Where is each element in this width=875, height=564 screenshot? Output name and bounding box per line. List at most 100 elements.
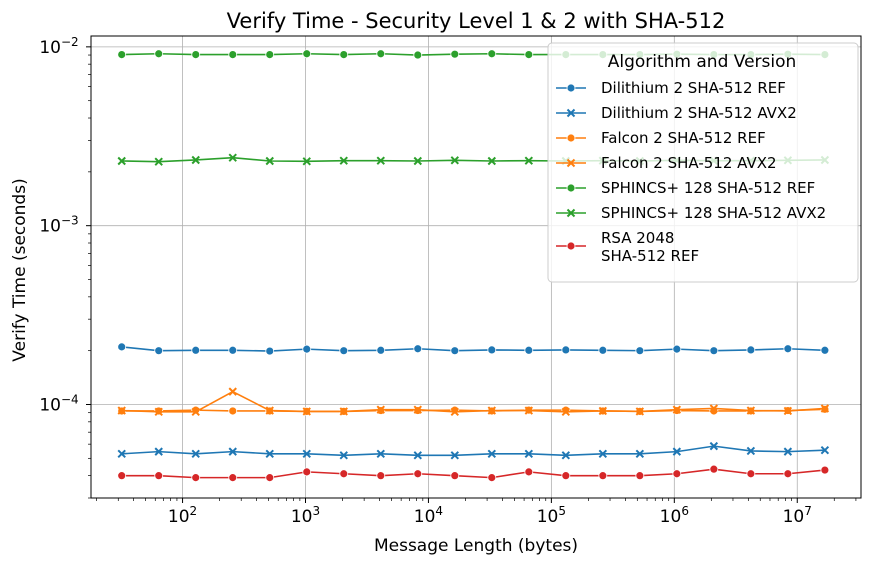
data-point — [598, 406, 608, 416]
data-point — [302, 49, 312, 59]
data-point — [783, 406, 793, 416]
series-3 — [117, 387, 830, 417]
y-tick-label: 10−3 — [39, 214, 78, 237]
data-point — [709, 404, 719, 413]
data-point — [820, 345, 830, 355]
data-point — [339, 469, 349, 479]
data-point — [191, 345, 201, 355]
data-point — [376, 449, 385, 459]
data-point — [783, 344, 793, 354]
legend-box — [547, 42, 859, 283]
data-point — [524, 345, 534, 355]
data-point — [376, 49, 386, 59]
data-point — [413, 156, 422, 166]
data-point — [413, 344, 423, 354]
data-point — [746, 469, 756, 479]
data-point — [265, 449, 274, 459]
series-6 — [117, 464, 830, 483]
data-point — [413, 50, 423, 60]
y-tick-label: 10−4 — [39, 392, 78, 415]
data-point — [450, 407, 460, 417]
data-point — [709, 464, 719, 474]
legend-marker — [566, 183, 576, 193]
data-point — [154, 157, 163, 166]
data-point — [450, 471, 460, 481]
data-point — [154, 407, 163, 417]
data-point — [228, 345, 238, 355]
data-point — [154, 447, 163, 456]
series-line — [121, 346, 825, 352]
legend-marker — [566, 158, 576, 168]
data-point — [450, 49, 460, 59]
legend-label: Falcon 2 SHA-512 AVX2 — [601, 154, 777, 172]
data-point — [339, 346, 349, 356]
data-point — [117, 449, 126, 459]
x-tick-label: 106 — [660, 504, 689, 527]
data-point — [117, 156, 126, 166]
axis-ticks: 102 103 104 105 106 107 10−4 10−3 10−2 — [39, 35, 857, 527]
data-point — [117, 50, 127, 60]
series-line — [121, 468, 825, 479]
data-point — [228, 387, 237, 396]
data-point — [376, 156, 385, 165]
data-point — [339, 451, 348, 460]
data-point — [265, 156, 274, 166]
data-point — [672, 447, 682, 456]
data-point — [487, 49, 497, 59]
data-point — [524, 406, 534, 415]
legend-label: Falcon 2 SHA-512 REF — [601, 129, 766, 147]
legend-entry-1: Dilithium 2 SHA-512 AVX2 — [556, 104, 797, 122]
legend-marker — [566, 83, 576, 93]
legend-entry-5: SPHINCS+ 128 SHA-512 AVX2 — [556, 204, 826, 222]
data-point — [339, 156, 348, 165]
legend-marker — [566, 133, 576, 143]
data-point — [413, 405, 422, 414]
data-point — [598, 471, 608, 481]
series-2 — [117, 404, 830, 416]
data-point — [191, 449, 200, 459]
data-point — [302, 449, 311, 459]
data-point — [561, 407, 571, 417]
data-point — [302, 157, 311, 166]
data-point — [191, 50, 201, 60]
data-point — [302, 344, 312, 354]
data-point — [117, 471, 127, 481]
data-point — [376, 405, 385, 414]
data-point — [191, 473, 201, 483]
data-point — [450, 346, 460, 356]
legend-label: SPHINCS+ 128 SHA-512 REF — [601, 179, 815, 197]
data-point — [154, 471, 164, 481]
data-point — [191, 407, 200, 417]
data-point — [820, 465, 830, 475]
data-point — [413, 451, 422, 460]
data-point — [413, 469, 423, 479]
data-point — [487, 345, 497, 355]
data-point — [783, 469, 793, 479]
data-point — [450, 156, 460, 165]
data-point — [635, 346, 645, 356]
y-tick-label: 10−2 — [39, 35, 78, 58]
data-point — [672, 405, 682, 414]
data-point — [228, 50, 238, 60]
data-point — [635, 407, 645, 416]
chart-title: Verify Time - Security Level 1 & 2 with … — [227, 9, 726, 33]
x-tick-label: 104 — [414, 504, 443, 527]
x-tick-label: 105 — [537, 504, 566, 527]
legend-marker — [566, 108, 576, 118]
legend-entries: Dilithium 2 SHA-512 REF Dilithium 2 SHA-5… — [556, 79, 826, 265]
data-point — [228, 153, 237, 162]
data-point — [635, 449, 645, 459]
x-tick-label: 103 — [291, 504, 320, 527]
data-point — [487, 406, 497, 415]
data-point — [746, 406, 756, 415]
data-point — [524, 449, 534, 459]
data-point — [746, 446, 756, 456]
data-point — [524, 50, 534, 60]
data-point — [598, 449, 608, 459]
data-point — [265, 406, 274, 415]
data-point — [154, 346, 164, 356]
legend-title: Algorithm and Version — [608, 52, 797, 72]
data-point — [635, 471, 645, 481]
data-point — [339, 50, 349, 60]
